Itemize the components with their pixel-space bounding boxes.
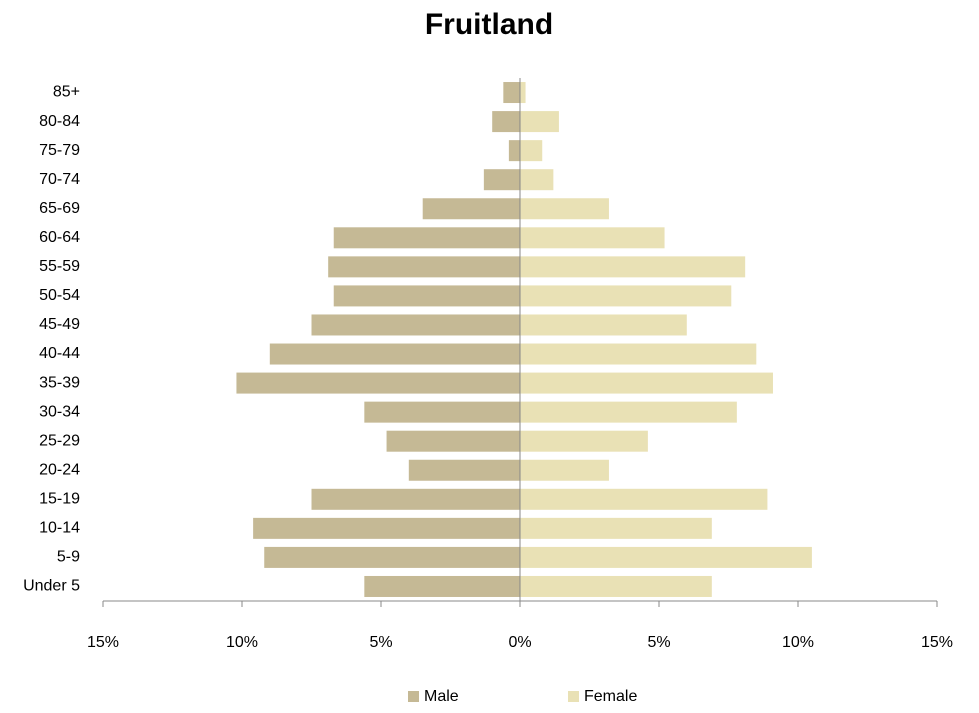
bar (520, 459, 609, 481)
y-tick-label: 10-14 (39, 520, 80, 537)
bar (520, 227, 665, 249)
bar (264, 546, 520, 568)
y-tick-label: 25-29 (39, 432, 80, 449)
y-tick-label: Under 5 (23, 578, 80, 595)
legend-label: Female (584, 688, 637, 705)
legend-swatch (408, 691, 419, 702)
y-tick-label: 65-69 (39, 200, 80, 217)
x-tick-label: 10% (226, 634, 258, 651)
bar (311, 488, 520, 510)
y-tick-label: 20-24 (39, 461, 80, 478)
bar (328, 256, 520, 278)
x-tick-label: 5% (369, 634, 392, 651)
y-tick-label: 80-84 (39, 113, 80, 130)
x-tick-label: 10% (782, 634, 814, 651)
y-tick-label: 75-79 (39, 142, 80, 159)
legend-label: Male (424, 688, 459, 705)
bar (253, 517, 520, 539)
y-tick-label: 5-9 (57, 549, 80, 566)
bar (422, 198, 520, 220)
bar (520, 169, 554, 191)
bar (386, 430, 520, 452)
y-tick-label: 45-49 (39, 316, 80, 333)
bar (492, 111, 520, 133)
bar (269, 343, 520, 365)
bar (520, 401, 737, 423)
bar (236, 372, 520, 394)
bar (520, 140, 543, 162)
bar (483, 169, 520, 191)
y-tick-label: 85+ (53, 84, 80, 101)
bar (311, 314, 520, 336)
bar (520, 82, 526, 104)
bar (333, 285, 520, 307)
bar (520, 111, 559, 133)
bar (520, 343, 757, 365)
x-tick-label: 0% (508, 634, 531, 651)
y-tick-label: 35-39 (39, 374, 80, 391)
chart-title: Fruitland (425, 8, 553, 41)
legend-swatch (568, 691, 579, 702)
bar (408, 459, 520, 481)
bar (364, 401, 520, 423)
y-tick-label: 55-59 (39, 258, 80, 275)
y-tick-label: 70-74 (39, 171, 80, 188)
bar (333, 227, 520, 249)
x-tick-label: 15% (921, 634, 953, 651)
x-tick-label: 5% (647, 634, 670, 651)
bar (503, 82, 520, 104)
bar (520, 256, 746, 278)
bar (520, 372, 773, 394)
bar (508, 140, 520, 162)
bar (520, 575, 712, 597)
x-tick-label: 15% (87, 634, 119, 651)
bar (520, 546, 812, 568)
y-tick-label: 60-64 (39, 229, 80, 246)
bar (520, 430, 648, 452)
bar (520, 488, 768, 510)
y-tick-label: 15-19 (39, 491, 80, 508)
bar (520, 517, 712, 539)
bar (520, 285, 732, 307)
y-tick-label: 40-44 (39, 345, 80, 362)
bar (520, 314, 687, 336)
bar (520, 198, 609, 220)
y-tick-label: 50-54 (39, 287, 80, 304)
y-tick-label: 30-34 (39, 403, 80, 420)
bar (364, 575, 520, 597)
